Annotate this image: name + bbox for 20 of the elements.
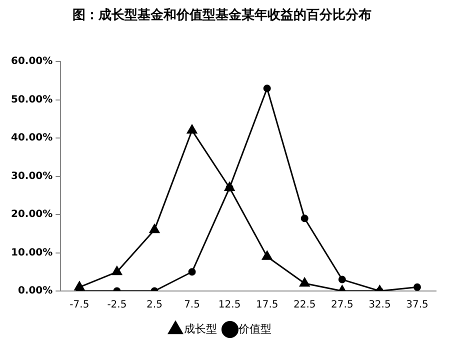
x-tick-label: -7.5	[70, 300, 90, 311]
legend-label: 成长型	[184, 322, 217, 336]
y-tick-label: 0.00%	[18, 286, 53, 297]
y-tick-label: 30.00%	[10, 170, 53, 182]
x-tick-label: 12.5	[218, 300, 241, 311]
x-tick-label: 27.5	[331, 300, 354, 311]
legend-label: 价值型	[238, 322, 272, 336]
chart-title: 图：成长型基金和价值型基金某年收益的百分比分布	[72, 7, 372, 24]
x-tick-label: 7.5	[184, 300, 200, 311]
x-tick-label: 17.5	[256, 300, 278, 311]
x-tick-label: 2.5	[146, 300, 162, 311]
y-tick-label: 10.00%	[10, 247, 53, 258]
y-tick-label: 40.00%	[10, 132, 53, 144]
y-tick-label: 60.00%	[10, 56, 53, 68]
x-tick-label: 32.5	[368, 300, 391, 311]
x-tick-label: 37.5	[406, 300, 428, 311]
y-tick-label: 50.00%	[10, 94, 53, 106]
x-tick-label: 22.5	[293, 300, 316, 311]
y-tick-label: 20.00%	[10, 209, 53, 220]
x-tick-label: -2.5	[107, 300, 127, 311]
